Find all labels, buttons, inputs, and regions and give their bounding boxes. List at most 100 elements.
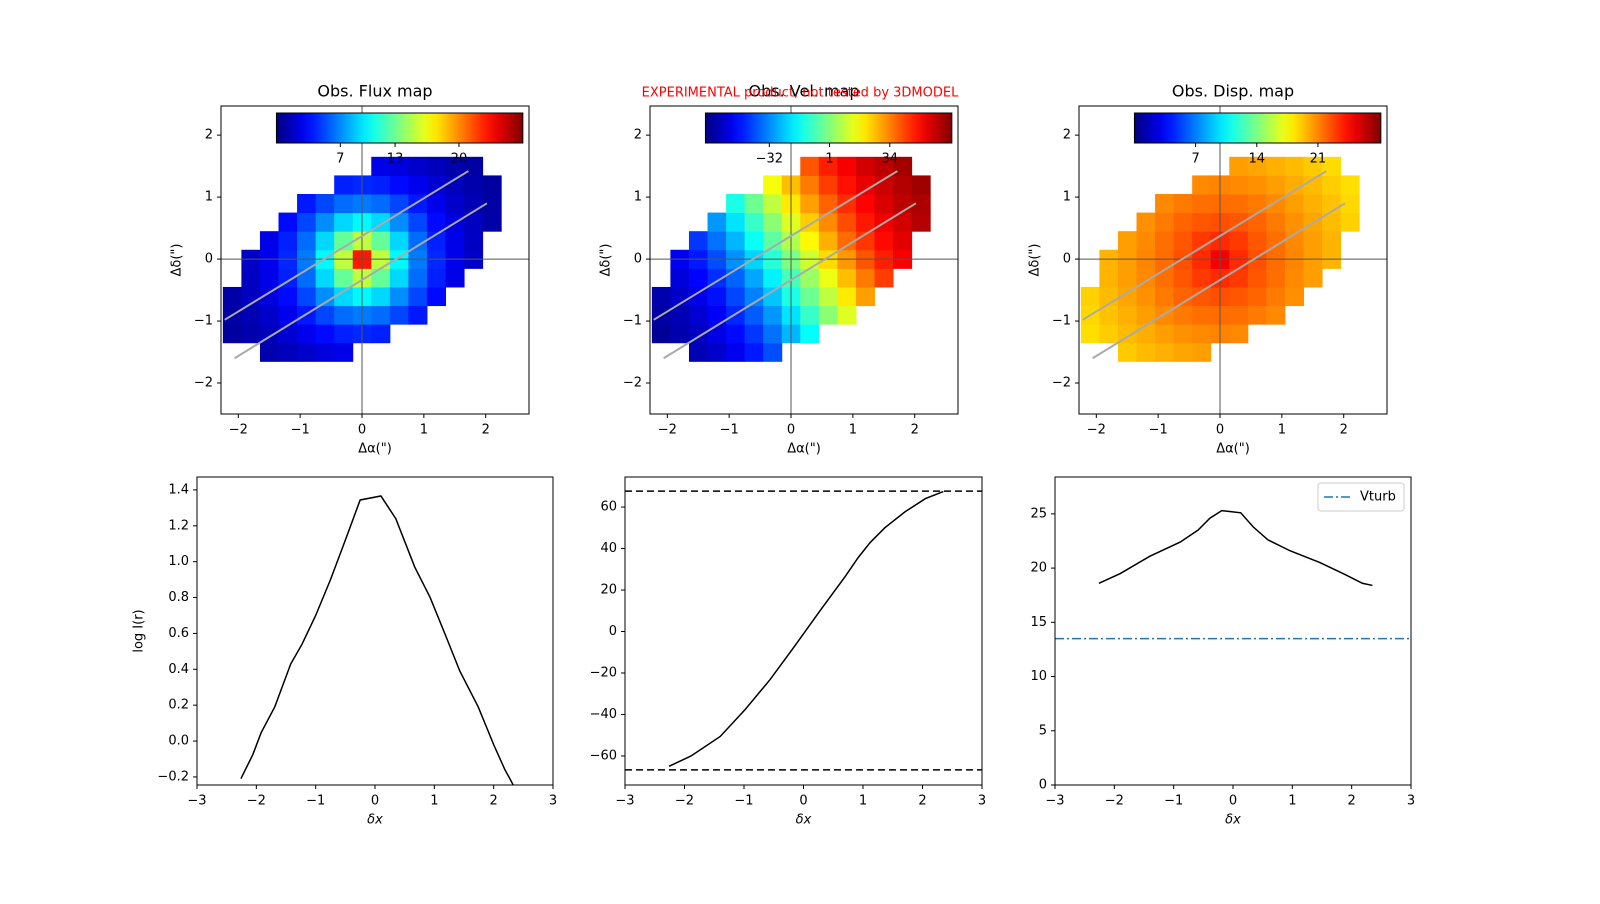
pixel (818, 156, 838, 176)
series-line (668, 490, 944, 768)
pixel (1229, 156, 1249, 176)
x-tick-label: 2 (911, 423, 919, 438)
pixel (426, 231, 447, 251)
pixel (371, 231, 391, 251)
x-tick-label: 0 (787, 423, 795, 438)
pixel (670, 305, 690, 325)
y-tick-label: 20 (600, 583, 617, 598)
pixel (1284, 231, 1305, 251)
pixel (1266, 175, 1286, 195)
annotation: EXPERIMENTAL product, not tested by 3DMO… (642, 86, 959, 101)
pixel (1303, 194, 1323, 214)
colorbar-tick-label: 14 (1248, 152, 1265, 167)
series-line (240, 495, 514, 785)
x-tick-label: −2 (675, 794, 694, 809)
colorbar (275, 112, 524, 144)
pixel (688, 286, 709, 307)
pixel (278, 305, 298, 325)
pixel (482, 175, 502, 195)
pixel (837, 212, 857, 232)
x-tick-label: −1 (720, 423, 739, 438)
colorbar-tick-label: 7 (336, 152, 344, 167)
pixel (688, 231, 709, 251)
x-tick-label: 3 (978, 794, 986, 809)
pixel (1173, 212, 1193, 232)
pixel (1229, 194, 1249, 214)
pixel (1266, 212, 1286, 232)
x-tick-label: 0 (1216, 423, 1224, 438)
pixel (222, 324, 242, 344)
pixel (297, 231, 317, 251)
pixel (651, 286, 671, 307)
pixel (1155, 268, 1175, 288)
x-tick-label: 2 (1340, 423, 1348, 438)
pixel (334, 175, 354, 195)
pixel (408, 268, 428, 288)
pixel (744, 231, 764, 251)
pixel (763, 212, 783, 232)
plot-area (1055, 509, 1411, 640)
colorbar (704, 112, 953, 144)
slit-line (224, 170, 469, 321)
chart-title: Obs. Flux map (317, 82, 432, 101)
pixel (1173, 194, 1193, 214)
pixel (1322, 231, 1342, 251)
plot-area (240, 495, 514, 785)
pixel (1284, 175, 1305, 195)
pixel (1247, 286, 1267, 307)
y-tick-label: 0 (634, 252, 642, 267)
y-tick-label: 0.4 (168, 662, 189, 677)
x-tick-label: −3 (1045, 794, 1064, 809)
pixel (837, 286, 857, 307)
y-tick-label: −1 (1052, 314, 1071, 329)
x-tick-label: −1 (291, 423, 310, 438)
pixel (818, 231, 838, 251)
pixel (1192, 194, 1212, 214)
pixel (726, 268, 746, 288)
pixel (874, 194, 894, 214)
pixel (763, 286, 783, 307)
pixel (874, 268, 894, 288)
pixel (726, 194, 746, 214)
pixel (1192, 212, 1212, 232)
y-tick-label: 2 (205, 128, 213, 143)
pixel (1136, 212, 1156, 232)
pixel (334, 194, 354, 214)
pixel (389, 175, 409, 195)
pixel (651, 324, 671, 344)
pixel (1340, 175, 1360, 195)
pixel (1155, 324, 1175, 344)
x-tick-label: −2 (247, 794, 266, 809)
pixel (855, 156, 876, 176)
y-tick-label: −2 (194, 376, 213, 391)
pixel (1155, 286, 1175, 307)
pixel (315, 194, 335, 214)
pixel (707, 286, 727, 307)
x-tick-label: 0 (371, 794, 379, 809)
pixel (1247, 305, 1267, 325)
pixel (837, 175, 857, 195)
pixel (726, 231, 746, 251)
pixel (800, 305, 820, 325)
pixel (818, 305, 838, 325)
pixel (334, 212, 354, 232)
pixel (259, 342, 280, 362)
pixel (688, 268, 709, 288)
pixel (315, 305, 335, 325)
pixel (1117, 324, 1138, 344)
pixel (1266, 286, 1286, 307)
pixel (371, 305, 391, 325)
pixel (241, 324, 261, 344)
pixel (818, 268, 838, 288)
pixel (763, 342, 783, 362)
y-axis-label: log I(r) (132, 609, 147, 652)
x-tick-label: 1 (420, 423, 428, 438)
pixel (1117, 286, 1138, 307)
pixel (800, 194, 820, 214)
pixel (1229, 268, 1249, 288)
pixel (259, 305, 280, 325)
pixel (445, 156, 465, 176)
x-tick-label: 0 (1229, 794, 1237, 809)
pixel (426, 286, 447, 307)
pixel (259, 324, 280, 344)
